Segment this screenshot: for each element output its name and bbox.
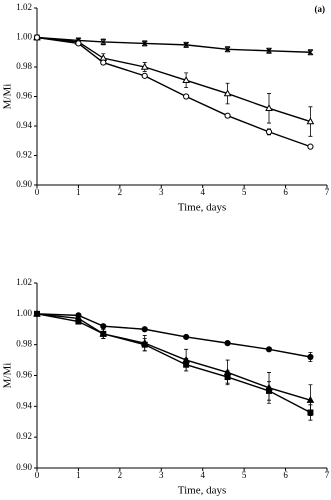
- marker: [307, 143, 314, 150]
- y-tick-label: 0.98: [16, 61, 32, 71]
- marker: [182, 76, 190, 83]
- x-tick-label: 5: [242, 187, 247, 197]
- marker: [34, 310, 40, 317]
- series-line: [36, 313, 311, 401]
- y-tick-label: 0.94: [16, 400, 32, 410]
- x-tick-label: 2: [118, 470, 123, 480]
- x-tick-label: 4: [200, 187, 205, 197]
- x-tick-label: 2: [118, 187, 123, 197]
- marker: [183, 41, 189, 48]
- x-tick-label: 7: [325, 187, 330, 197]
- marker: [223, 89, 232, 97]
- y-tick-label: 0.92: [16, 150, 32, 160]
- y-tick-label: 0.98: [16, 339, 32, 349]
- marker: [141, 341, 148, 348]
- series-line: [36, 313, 311, 414]
- y-tick-label: 1.02: [16, 277, 32, 287]
- marker: [100, 330, 107, 337]
- panel-label: (a): [315, 4, 326, 14]
- marker: [224, 112, 231, 119]
- marker: [141, 72, 148, 79]
- marker: [265, 346, 273, 353]
- x-tick-label: 4: [200, 470, 205, 480]
- y-tick-label: 1.00: [16, 32, 32, 42]
- x-tick-label: 3: [159, 470, 164, 480]
- x-tick-label: 5: [242, 470, 247, 480]
- marker: [100, 38, 107, 45]
- marker: [266, 47, 272, 54]
- marker: [224, 374, 231, 381]
- x-axis-label: Time, days: [178, 202, 227, 214]
- x-tick-label: 1: [76, 187, 81, 197]
- marker: [75, 318, 82, 325]
- x-tick-label: 3: [159, 187, 164, 197]
- marker: [140, 62, 149, 70]
- marker: [183, 333, 190, 341]
- x-tick-label: 7: [325, 470, 330, 480]
- x-tick-label: 0: [35, 187, 40, 197]
- marker: [307, 353, 314, 361]
- x-tick-label: 0: [35, 470, 40, 480]
- x-tick-label: 6: [283, 470, 288, 480]
- y-tick-label: 0.92: [16, 431, 32, 441]
- x-tick-label: 1: [76, 470, 81, 480]
- y-tick-label: 0.96: [16, 91, 32, 101]
- series-line: [36, 36, 311, 148]
- marker: [306, 395, 315, 403]
- marker: [141, 326, 148, 333]
- marker: [141, 40, 148, 47]
- y-axis-label: M/Mi: [2, 363, 14, 389]
- marker: [75, 40, 82, 47]
- marker: [306, 117, 315, 125]
- marker: [307, 49, 314, 56]
- y-tick-label: 0.96: [16, 370, 32, 380]
- series-line: [36, 36, 311, 53]
- series-line: [36, 313, 311, 358]
- x-tick-label: 6: [283, 187, 288, 197]
- marker: [265, 104, 273, 111]
- series-line: [36, 36, 311, 123]
- marker: [307, 409, 314, 416]
- x-axis-label: Time, days: [178, 485, 227, 497]
- marker: [266, 387, 272, 394]
- marker: [265, 128, 273, 135]
- y-tick-label: 0.90: [16, 462, 32, 472]
- marker: [100, 323, 107, 330]
- marker: [183, 93, 190, 100]
- marker: [33, 34, 41, 41]
- y-tick-label: 0.90: [16, 179, 32, 189]
- y-tick-label: 1.00: [16, 308, 32, 318]
- marker: [183, 361, 190, 368]
- y-tick-label: 1.02: [16, 2, 32, 12]
- y-tick-label: 0.94: [16, 120, 32, 130]
- y-axis-label: M/Mi: [2, 84, 14, 110]
- marker: [224, 340, 231, 347]
- marker: [224, 46, 231, 53]
- marker: [100, 59, 107, 66]
